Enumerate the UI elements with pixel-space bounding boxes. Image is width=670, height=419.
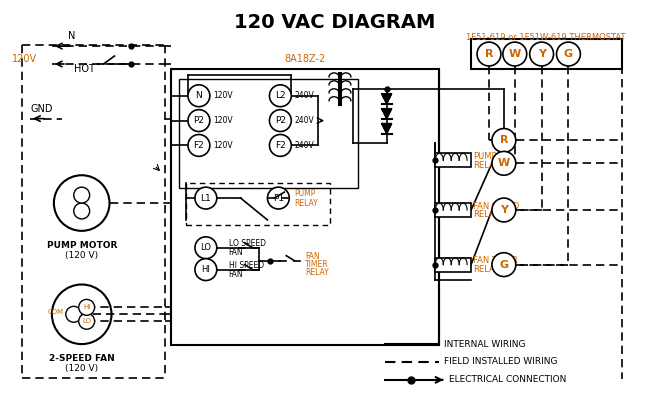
Polygon shape: [382, 94, 392, 104]
Text: PUMP MOTOR: PUMP MOTOR: [46, 241, 117, 250]
Circle shape: [267, 187, 289, 209]
Text: FAN: FAN: [228, 248, 243, 257]
Text: FAN SPEED: FAN SPEED: [473, 202, 519, 210]
Polygon shape: [382, 109, 392, 119]
Text: (120 V): (120 V): [65, 251, 98, 260]
Circle shape: [188, 110, 210, 132]
Text: COM: COM: [48, 309, 64, 316]
Text: HI: HI: [83, 304, 90, 310]
Text: W: W: [509, 49, 521, 59]
Text: GND: GND: [30, 103, 52, 114]
Text: RELAY: RELAY: [294, 199, 318, 207]
Text: R: R: [484, 49, 493, 59]
Circle shape: [269, 110, 291, 132]
Text: 2-SPEED FAN: 2-SPEED FAN: [49, 354, 115, 363]
Circle shape: [530, 42, 553, 66]
Text: (120 V): (120 V): [65, 364, 98, 373]
Text: F2: F2: [275, 141, 285, 150]
Circle shape: [195, 259, 217, 281]
Text: LO: LO: [200, 243, 211, 252]
Text: RELAY: RELAY: [473, 161, 499, 170]
Text: FAN: FAN: [306, 252, 320, 261]
Text: W: W: [498, 158, 510, 168]
Text: 120V: 120V: [213, 116, 232, 125]
Bar: [436, 153, 471, 167]
Polygon shape: [382, 124, 392, 134]
Circle shape: [492, 151, 516, 175]
Text: 120V: 120V: [12, 54, 38, 64]
Circle shape: [54, 175, 109, 231]
Text: N: N: [196, 91, 202, 100]
Text: P2: P2: [194, 116, 204, 125]
Circle shape: [195, 187, 217, 209]
Text: RELAY: RELAY: [306, 268, 329, 277]
Text: 240V: 240V: [294, 91, 314, 100]
Text: ELECTRICAL CONNECTION: ELECTRICAL CONNECTION: [450, 375, 567, 384]
Text: RELAY: RELAY: [473, 265, 499, 274]
Text: TIMER: TIMER: [306, 260, 329, 269]
Circle shape: [78, 313, 94, 329]
Circle shape: [74, 203, 90, 219]
Text: N: N: [68, 31, 76, 41]
Text: L2: L2: [275, 91, 285, 100]
Circle shape: [492, 198, 516, 222]
Circle shape: [188, 134, 210, 156]
Text: PUMP: PUMP: [473, 152, 496, 161]
Text: RELAY: RELAY: [473, 210, 499, 220]
Circle shape: [52, 285, 111, 344]
Text: F2: F2: [194, 141, 204, 150]
Text: LO: LO: [82, 318, 91, 324]
Text: PUMP: PUMP: [294, 189, 316, 198]
Text: P2: P2: [275, 116, 286, 125]
Circle shape: [269, 134, 291, 156]
Text: P1: P1: [273, 194, 284, 202]
Text: P1: P1: [273, 194, 284, 202]
Text: LO SPEED: LO SPEED: [228, 239, 266, 248]
Text: 240V: 240V: [294, 116, 314, 125]
Bar: [179, 79, 358, 188]
Text: G: G: [564, 49, 573, 59]
Text: 8A18Z-2: 8A18Z-2: [285, 54, 326, 64]
Text: 120 VAC DIAGRAM: 120 VAC DIAGRAM: [234, 13, 436, 32]
Text: FAN: FAN: [228, 270, 243, 279]
Text: R: R: [500, 135, 508, 145]
Bar: [471, 39, 622, 69]
Text: Y: Y: [537, 49, 545, 59]
Text: 120V: 120V: [213, 91, 232, 100]
Bar: [186, 183, 330, 225]
Text: FIELD INSTALLED WIRING: FIELD INSTALLED WIRING: [444, 357, 557, 367]
Circle shape: [492, 129, 516, 153]
Circle shape: [74, 187, 90, 203]
Bar: [436, 258, 471, 272]
Text: HOT: HOT: [74, 64, 94, 74]
Circle shape: [66, 306, 82, 322]
Text: 240V: 240V: [294, 141, 314, 150]
Text: G: G: [499, 260, 509, 270]
Circle shape: [78, 300, 94, 315]
Text: Y: Y: [500, 205, 508, 215]
Circle shape: [269, 85, 291, 107]
Text: FAN TIMER: FAN TIMER: [473, 256, 518, 265]
Circle shape: [188, 85, 210, 107]
Text: HI SPEED: HI SPEED: [228, 261, 264, 270]
Text: 1F51-619 or 1F51W-619 THERMOSTAT: 1F51-619 or 1F51W-619 THERMOSTAT: [466, 33, 625, 42]
Circle shape: [195, 237, 217, 259]
Text: HI: HI: [202, 265, 210, 274]
Circle shape: [492, 253, 516, 277]
Bar: [171, 69, 440, 345]
Text: 120V: 120V: [213, 141, 232, 150]
Circle shape: [557, 42, 580, 66]
Text: L1: L1: [200, 194, 211, 202]
Text: INTERNAL WIRING: INTERNAL WIRING: [444, 340, 526, 349]
Circle shape: [477, 42, 501, 66]
Circle shape: [503, 42, 527, 66]
Text: L1: L1: [200, 194, 211, 202]
Bar: [436, 203, 471, 217]
